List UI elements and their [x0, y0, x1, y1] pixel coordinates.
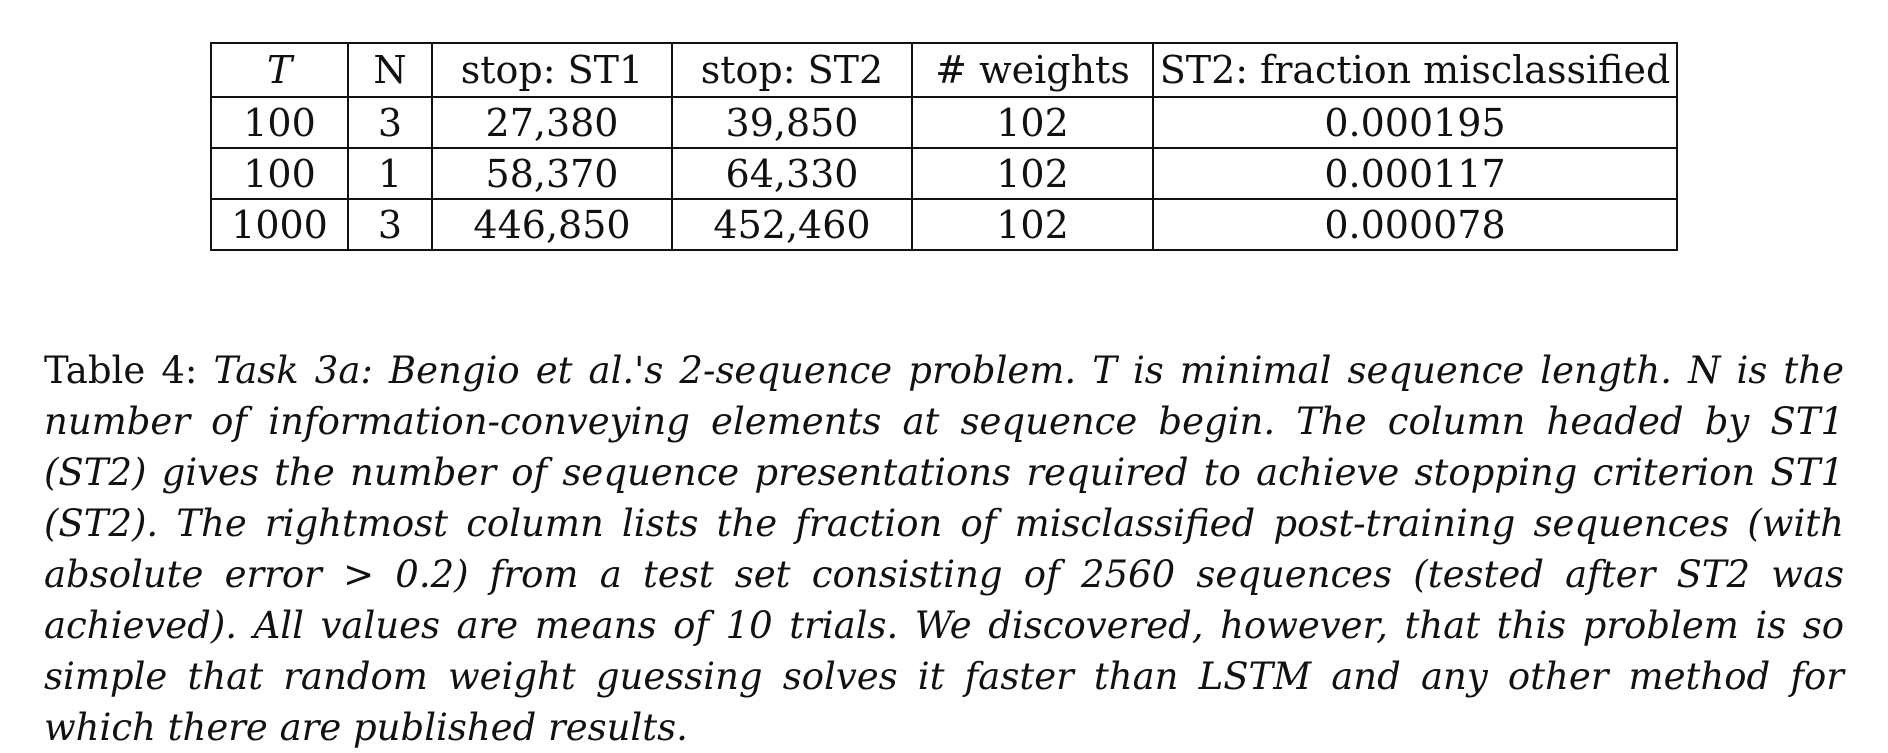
header-cell-stop-st2: stop: ST2 [673, 42, 913, 98]
table-row: 100 1 58,370 64,330 102 0.000117 [210, 149, 1678, 200]
caption-text: Task 3a: Bengio et al.'s 2-sequence prob… [44, 349, 1844, 749]
header-cell-t: T [210, 42, 349, 98]
table-caption: Table 4: Task 3a: Bengio et al.'s 2-sequ… [44, 345, 1844, 753]
table-body: 100 3 27,380 39,850 102 0.000195 100 1 5… [210, 98, 1678, 251]
table-cell: 64,330 [673, 149, 913, 200]
table-cell: 1000 [210, 200, 349, 251]
table-cell: 100 [210, 149, 349, 200]
table-cell: 100 [210, 98, 349, 149]
table-cell: 39,850 [673, 98, 913, 149]
table-row: 1000 3 446,850 452,460 102 0.000078 [210, 200, 1678, 251]
header-row: T N stop: ST1 stop: ST2 # weights ST2: f… [210, 42, 1678, 98]
table-cell: 446,850 [433, 200, 673, 251]
table-cell: 0.000078 [1154, 200, 1678, 251]
header-cell-fraction-misclassified: ST2: fraction misclassified [1154, 42, 1678, 98]
results-table-container: T N stop: ST1 stop: ST2 # weights ST2: f… [210, 42, 1678, 251]
table-cell: 27,380 [433, 98, 673, 149]
table-cell: 102 [913, 200, 1154, 251]
table-cell: 452,460 [673, 200, 913, 251]
table-row: 100 3 27,380 39,850 102 0.000195 [210, 98, 1678, 149]
header-cell-weights: # weights [913, 42, 1154, 98]
table-cell: 3 [349, 200, 433, 251]
table-cell: 102 [913, 149, 1154, 200]
table-cell: 0.000195 [1154, 98, 1678, 149]
results-table: T N stop: ST1 stop: ST2 # weights ST2: f… [210, 42, 1678, 251]
table-cell: 3 [349, 98, 433, 149]
table-cell: 1 [349, 149, 433, 200]
table-header: T N stop: ST1 stop: ST2 # weights ST2: f… [210, 42, 1678, 98]
table-cell: 102 [913, 98, 1154, 149]
header-cell-stop-st1: stop: ST1 [433, 42, 673, 98]
caption-label: Table 4: [44, 349, 198, 392]
table-cell: 58,370 [433, 149, 673, 200]
header-cell-n: N [349, 42, 433, 98]
table-cell: 0.000117 [1154, 149, 1678, 200]
